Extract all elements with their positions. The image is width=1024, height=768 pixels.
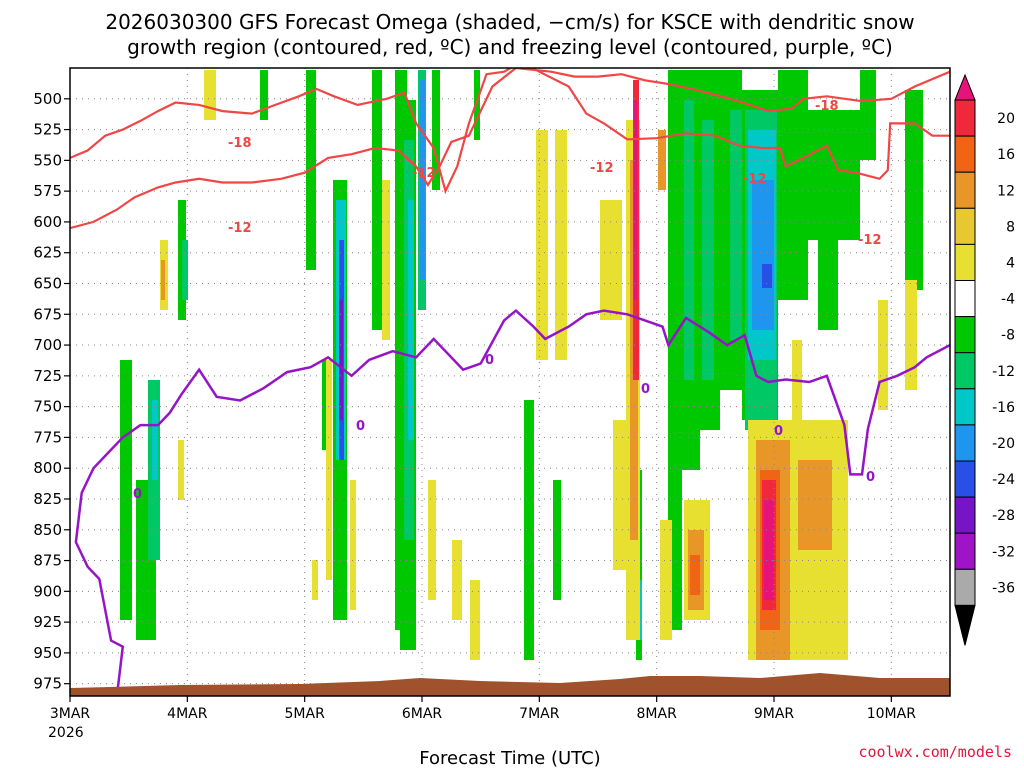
credit-text: coolwx.com/models (858, 743, 1012, 761)
colorbar-label: -16 (992, 400, 1015, 416)
colorbar-swatch (954, 99, 976, 137)
colorbar-swatch (954, 280, 976, 318)
terrain-ground-fill (70, 673, 950, 696)
x-tick-label: 4MAR (167, 706, 208, 722)
colorbar-swatch (954, 171, 976, 209)
y-tick-label: 750 (33, 398, 62, 416)
y-tick-label: 850 (33, 521, 62, 539)
y-tick-label: 725 (33, 367, 62, 385)
omega-shading (120, 70, 923, 660)
colorbar-swatch (954, 568, 976, 606)
chart-title-line-1: 2026030300 GFS Forecast Omega (shaded, −… (105, 10, 914, 34)
colorbar-label: -36 (992, 580, 1015, 596)
colorbar-swatch (954, 460, 976, 498)
y-tick-label: 925 (33, 613, 62, 631)
dgz-label-minus18-a: -18 (228, 136, 252, 151)
y-tick-label: 975 (33, 675, 62, 693)
x-axis-ticks: 3MAR 4MAR 5MAR 6MAR 7MAR 8MAR 9MAR 10MAR (50, 696, 916, 722)
colorbar-label: 12 (997, 183, 1015, 199)
freezing-label-0-a: 0 (133, 487, 142, 502)
dgz-label-minus12-e: -12 (858, 233, 882, 248)
y-tick-label: 625 (33, 244, 62, 262)
y-tick-label: 600 (33, 213, 62, 231)
colorbar-swatch (954, 207, 976, 245)
colorbar-label: -8 (1001, 328, 1015, 344)
colorbar-swatch (954, 388, 976, 426)
colorbar-label: -4 (1001, 292, 1015, 308)
y-tick-label: 550 (33, 151, 62, 169)
x-tick-label: 9MAR (754, 706, 795, 722)
freezing-label-0-d: 0 (641, 382, 650, 397)
y-tick-label: 875 (33, 552, 62, 570)
colorbar-label: -32 (992, 544, 1015, 560)
colorbar-bottom-arrow (954, 604, 976, 646)
colorbar-swatch (954, 135, 976, 173)
colorbar: 20 16 12 8 4 -4 -8 -12 -16 -20 -24 -28 -32 -36 (954, 73, 1015, 646)
y-tick-label: 700 (33, 336, 62, 354)
colorbar-label: -12 (992, 364, 1015, 380)
freezing-label-0-b: 0 (356, 419, 365, 434)
y-tick-label: 650 (33, 274, 62, 292)
freezing-level-contour (74, 308, 950, 696)
colorbar-top-arrow (954, 73, 976, 101)
colorbar-swatch (954, 352, 976, 390)
colorbar-label: 4 (1006, 255, 1015, 271)
y-axis-ticks: 500 525 550 575 600 625 650 675 700 725 750 775 800 8… (33, 90, 70, 693)
y-tick-label: 675 (33, 305, 62, 323)
y-tick-label: 775 (33, 428, 62, 446)
x-tick-label: 6MAR (402, 706, 443, 722)
colorbar-label: -24 (992, 472, 1015, 488)
x-tick-label: 7MAR (519, 706, 560, 722)
x-tick-label: 5MAR (285, 706, 326, 722)
colorbar-label: 8 (1006, 219, 1015, 235)
dgz-label-minus12-b: -12 (412, 166, 436, 181)
colorbar-swatch (954, 316, 976, 354)
y-tick-label: 500 (33, 90, 62, 108)
x-axis-label: Forecast Time (UTC) (419, 748, 600, 768)
x-tick-label: 8MAR (637, 706, 678, 722)
plot-frame (69, 67, 951, 697)
colorbar-swatch (954, 424, 976, 462)
dgz-label-minus18-b: -18 (815, 99, 839, 114)
dgz-label-minus12-a: -12 (228, 221, 252, 236)
colorbar-label: 16 (997, 147, 1015, 163)
freezing-label-0-c: 0 (485, 353, 494, 368)
x-tick-label: 10MAR (867, 706, 916, 722)
freezing-label-0-e: 0 (774, 424, 783, 439)
dgz-label-minus12-d: -12 (743, 172, 767, 187)
colorbar-label: -28 (992, 508, 1015, 524)
colorbar-swatch (954, 243, 976, 281)
x-axis-year: 2026 (48, 725, 84, 741)
colorbar-label: 20 (997, 111, 1015, 127)
y-tick-label: 900 (33, 582, 62, 600)
y-tick-label: 825 (33, 490, 62, 508)
dgz-contour-lower (70, 68, 950, 230)
y-tick-label: 950 (33, 644, 62, 662)
colorbar-swatch (954, 532, 976, 570)
x-tick-label: 3MAR (50, 706, 91, 722)
chart-title-line-2: growth region (contoured, red, ºC) and f… (127, 35, 893, 59)
y-tick-label: 575 (33, 182, 62, 200)
freezing-label-0-f: 0 (866, 470, 875, 485)
colorbar-swatch (954, 496, 976, 534)
dgz-label-minus12-c: -12 (590, 161, 614, 176)
colorbar-label: -20 (992, 436, 1015, 452)
dgz-contour-upper (70, 68, 950, 195)
y-tick-label: 800 (33, 459, 62, 477)
y-tick-label: 525 (33, 121, 62, 139)
